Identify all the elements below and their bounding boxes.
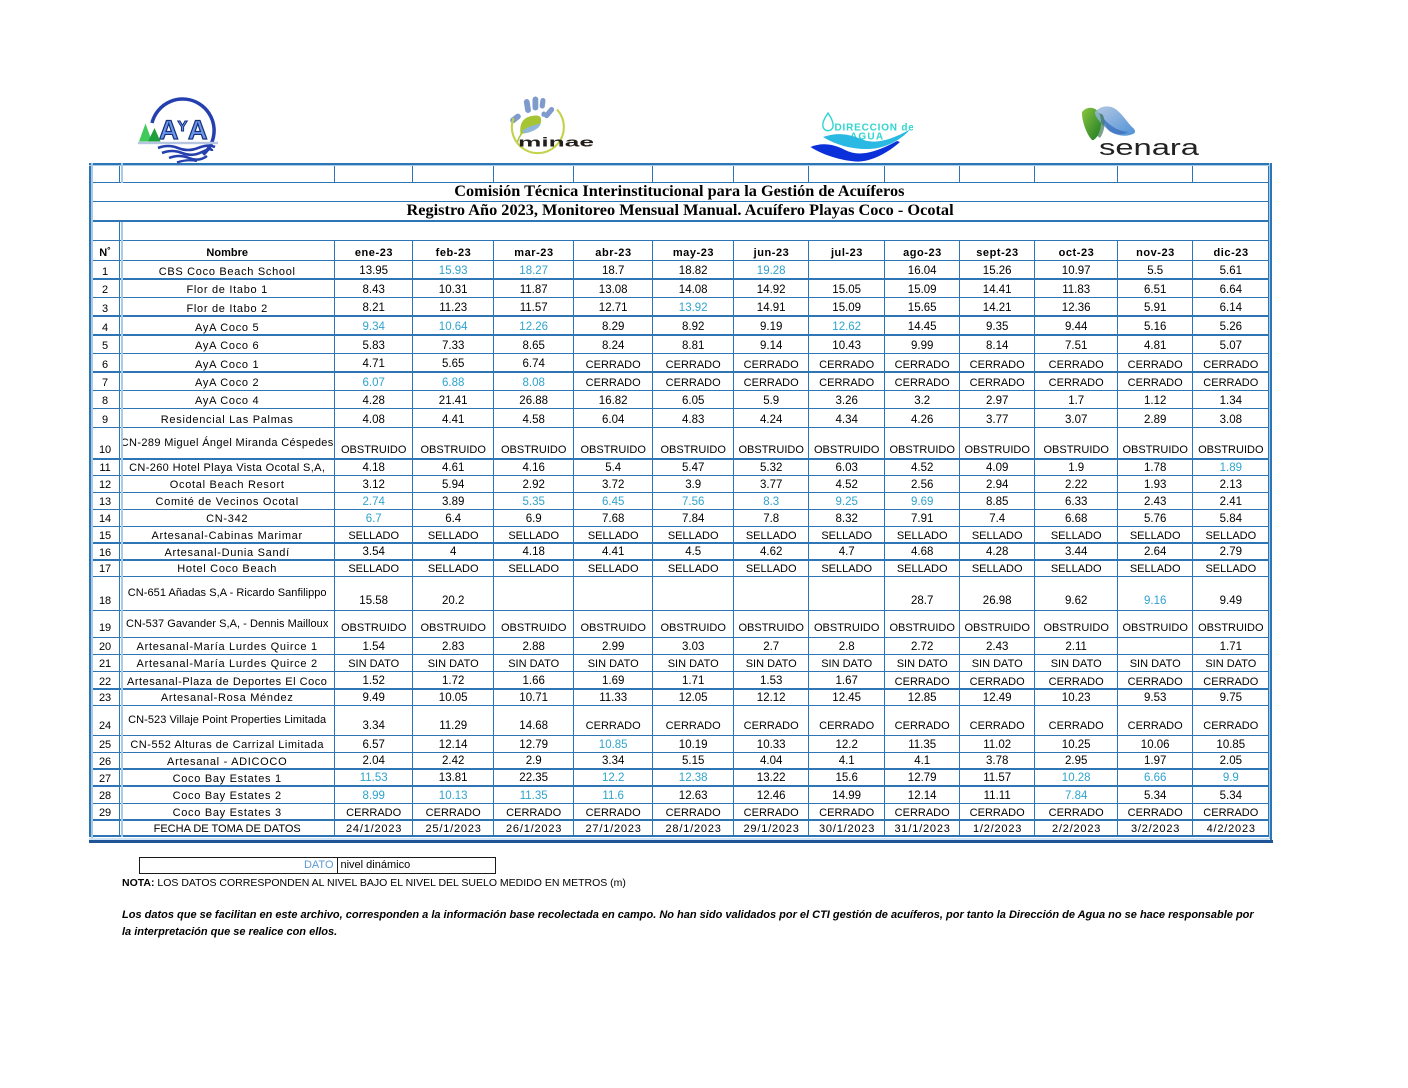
svg-text:minae: minae (518, 136, 594, 150)
svg-text:Y: Y (178, 118, 188, 135)
svg-text:senara: senara (1099, 135, 1200, 159)
svg-text:AGUA: AGUA (850, 132, 884, 143)
svg-text:A: A (159, 115, 179, 145)
svg-text:A: A (188, 115, 208, 145)
svg-text:DIRECCION de: DIRECCION de (835, 123, 914, 134)
